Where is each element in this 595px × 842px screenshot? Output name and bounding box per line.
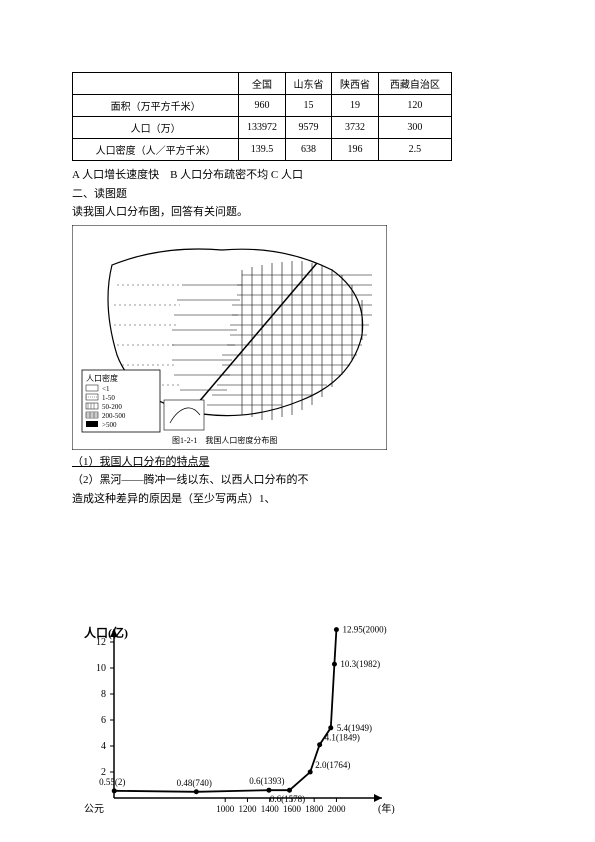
cell: 300 [378,117,451,139]
question-2b: 造成这种差异的原因是（至少写两点）1、 [72,491,522,508]
svg-text:10.3(1982): 10.3(1982) [340,659,380,669]
cell: 638 [285,139,332,161]
cell: 3732 [332,117,379,139]
svg-text:12.95(2000): 12.95(2000) [342,625,386,635]
section-heading: 二、读图题 [72,186,522,203]
map-caption: 图1-2-1 我国人口密度分布图 [172,435,277,445]
map-svg: 人口密度 <1 1-50 50-200 [72,225,387,450]
legend-title: 人口密度 [86,373,118,383]
svg-text:0.6(1393): 0.6(1393) [249,776,284,786]
svg-text:(年): (年) [378,802,395,815]
question-2a: （2）黑河——腾冲一线以东、以西人口分布的不 [72,472,522,489]
svg-text:4: 4 [101,741,106,752]
cell: 120 [378,95,451,117]
cell: 人口密度（人／平方千米） [73,139,239,161]
svg-text:1800: 1800 [305,804,324,814]
cell: 9579 [285,117,332,139]
table-header-row: 全国 山东省 陕西省 西藏自治区 [73,73,452,95]
svg-text:2000: 2000 [327,804,346,814]
question-1: （1）我国人口分布的特点是 [72,454,522,471]
cell: 139.5 [239,139,286,161]
table-row: 面积（万平方千米） 960 15 19 120 [73,95,452,117]
svg-text:5.4(1949): 5.4(1949) [337,723,372,733]
svg-text:人口(亿): 人口(亿) [84,625,128,640]
th-shandong: 山东省 [285,73,332,95]
cell: 19 [332,95,379,117]
population-table: 全国 山东省 陕西省 西藏自治区 面积（万平方千米） 960 15 19 120… [72,72,452,161]
th-blank [73,73,239,95]
svg-text:4.1(1849): 4.1(1849) [325,733,360,743]
svg-text:<1: <1 [102,385,110,393]
svg-text:8: 8 [101,689,106,700]
table-row: 人口（万） 133972 9579 3732 300 [73,117,452,139]
china-population-map: 人口密度 <1 1-50 50-200 [72,225,387,450]
svg-text:0.6(1578): 0.6(1578) [270,794,305,804]
svg-text:50-200: 50-200 [102,403,122,411]
cell: 2.5 [378,139,451,161]
svg-text:>500: >500 [102,421,117,429]
cell: 面积（万平方千米） [73,95,239,117]
th-shaanxi: 陕西省 [332,73,379,95]
cell: 196 [332,139,379,161]
population-growth-chart: 人口(亿)24681012100012001400160018002000(年)… [72,617,412,822]
cell: 133972 [239,117,286,139]
svg-text:6: 6 [101,715,106,726]
svg-text:1-50: 1-50 [102,394,115,402]
cell: 960 [239,95,286,117]
chart-svg: 人口(亿)24681012100012001400160018002000(年)… [72,617,412,822]
svg-text:1200: 1200 [238,804,257,814]
svg-text:10: 10 [96,663,106,674]
svg-text:1600: 1600 [283,804,302,814]
cell: 15 [285,95,332,117]
svg-text:12: 12 [96,637,106,648]
svg-text:公元: 公元 [84,804,104,815]
question-prompt: 读我国人口分布图，回答有关问题。 [72,204,522,221]
svg-text:200-500: 200-500 [102,412,126,420]
svg-text:1400: 1400 [261,804,280,814]
th-national: 全国 [239,73,286,95]
question-options: A 人口增长速度快 B 人口分布疏密不均 C 人口 [72,167,522,184]
svg-text:1000: 1000 [216,804,235,814]
page-content: 全国 山东省 陕西省 西藏自治区 面积（万平方千米） 960 15 19 120… [72,72,522,822]
th-tibet: 西藏自治区 [378,73,451,95]
cell: 人口（万） [73,117,239,139]
svg-text:2.0(1764): 2.0(1764) [315,760,350,770]
table-row: 人口密度（人／平方千米） 139.5 638 196 2.5 [73,139,452,161]
svg-text:0.55(2): 0.55(2) [99,777,125,787]
svg-text:0.48(740): 0.48(740) [177,778,212,788]
